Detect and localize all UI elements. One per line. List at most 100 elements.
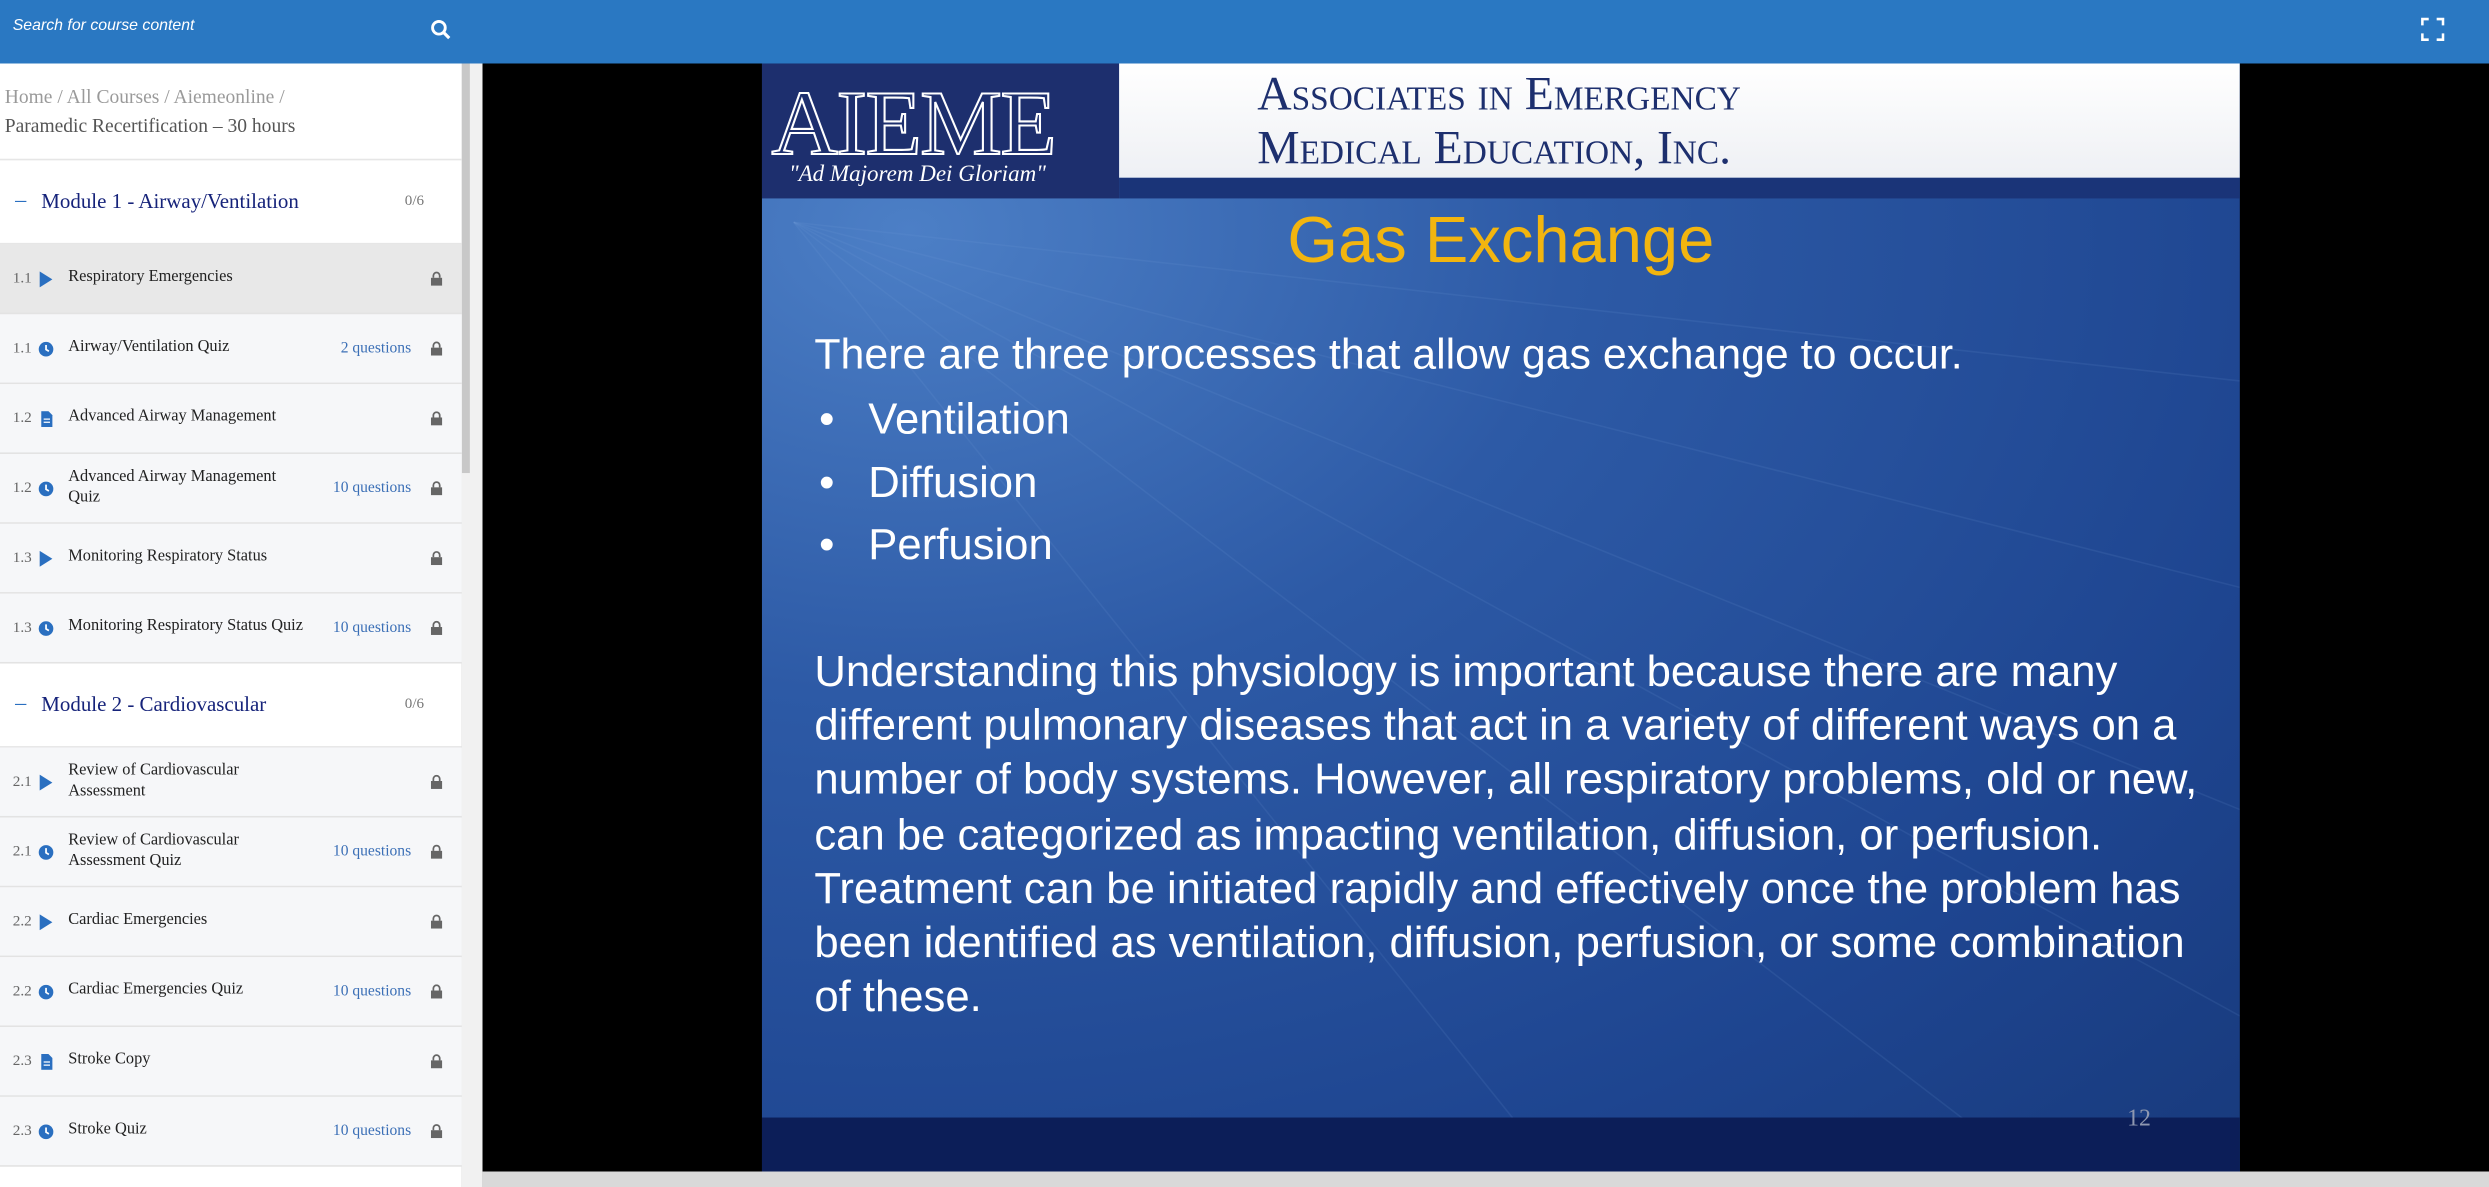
lesson-row[interactable]: 2.3 Stroke Quiz 10 questions <box>0 1096 462 1167</box>
lesson-meta: 2 questions <box>340 339 412 358</box>
lesson-title: Stroke Copy <box>68 1051 151 1069</box>
search-icon[interactable] <box>430 19 451 40</box>
lesson-icon <box>38 1123 68 1139</box>
breadcrumb-trail: Home / All Courses / Aiemeonline / <box>5 83 457 112</box>
lock-icon <box>411 844 462 859</box>
lock-icon <box>411 914 462 929</box>
lock-icon <box>411 481 462 496</box>
lesson-title: Advanced Airway Management Quiz <box>68 468 277 506</box>
lock-icon <box>411 271 462 286</box>
lesson-row[interactable]: 1.3 Monitoring Respiratory Status Quiz 10 … <box>0 593 462 664</box>
lesson-title: Respiratory Emergencies <box>68 268 233 287</box>
module-progress: 0/6 <box>404 696 425 713</box>
bullet-text: Perfusion <box>868 519 1053 569</box>
page-number: 12 <box>2127 1106 2151 1132</box>
header-strip <box>1119 177 2240 199</box>
collapse-toggle: – <box>15 692 27 716</box>
lesson-row[interactable]: 2.1 Review of Cardiovascular Assessment <box>0 747 462 818</box>
bullet-text: Diffusion <box>868 456 1038 506</box>
lesson-title: Cardiac Emergencies <box>68 911 208 930</box>
slide-intro: There are three processes that allow gas… <box>814 330 1963 378</box>
lesson-row[interactable]: 1.2 Advanced Airway Management Quiz 10 que… <box>0 453 462 524</box>
bullet-dot: • <box>819 456 835 506</box>
lesson-title: Airway/Ventilation Quiz <box>68 338 230 356</box>
bullet-item: • Diffusion <box>819 457 1037 508</box>
lesson-row[interactable]: 1.2 Advanced Airway Management <box>0 384 462 454</box>
lesson-title: Advanced Airway Management <box>68 408 277 426</box>
lesson-title: Review of Cardiovascular Assessment Quiz <box>68 831 239 870</box>
lesson-number: 1.1 <box>12 339 32 358</box>
lesson-meta: 10 questions <box>332 479 412 497</box>
lesson-number: 2.1 <box>12 773 32 791</box>
company-name: Associates in Emergency <box>1257 68 1741 121</box>
breadcrumb-link[interactable]: Home <box>4 85 53 108</box>
slide-rays <box>793 221 2240 1172</box>
lock-icon <box>411 774 462 789</box>
logo: AIEME "Ad Majorem Dei Gloriam" <box>761 63 1120 199</box>
lock-icon <box>411 411 462 426</box>
lesson-number: 1.2 <box>12 409 32 428</box>
lesson-icon <box>38 620 68 636</box>
lesson-number: 2.2 <box>12 912 32 931</box>
module-header[interactable]: – Module 1 - Airway/Ventilation 0/6 <box>0 160 462 245</box>
lock-icon <box>411 551 462 566</box>
motto: "Ad Majorem Dei Gloriam" <box>788 161 1046 188</box>
module-header[interactable]: – Module 2 - Cardiovascular 0/6 <box>0 664 462 748</box>
lesson-meta: 10 questions <box>332 842 412 861</box>
lesson-title: Monitoring Respiratory Status Quiz <box>68 617 303 636</box>
lesson-row[interactable]: 2.2 Cardiac Emergencies <box>0 887 462 958</box>
course-sidebar: Home / All Courses / Aiemeonline / Param… <box>0 63 462 1187</box>
lock-icon <box>411 341 462 356</box>
lock-icon <box>411 1054 462 1069</box>
breadcrumb-separator: / <box>279 85 285 108</box>
lesson-title: Review of Cardiovascular Assessment <box>68 761 239 800</box>
module-title: Module 2 - Cardiovascular <box>41 692 267 716</box>
lesson-meta: 10 questions <box>332 1122 412 1140</box>
lesson-title: Stroke Quiz <box>68 1121 147 1139</box>
search-input[interactable]: Search for course content <box>12 17 195 35</box>
lesson-title: Cardiac Emergencies Quiz <box>68 981 244 999</box>
module-list: – Module 1 - Airway/Ventilation 0/6 1.1 Resp… <box>0 160 462 1167</box>
lesson-icon <box>38 480 68 496</box>
lesson-number: 1.2 <box>12 479 32 497</box>
top-bar: Search for course content <box>0 0 2489 64</box>
scroll-thumb[interactable] <box>461 63 470 474</box>
lesson-icon <box>38 340 68 356</box>
lesson-number: 2.2 <box>12 982 32 1001</box>
bullet-item: • Ventilation <box>819 394 1070 445</box>
lesson-icon <box>38 410 68 427</box>
slide-header: Associates in Emergency Medical Educatio… <box>1119 63 2240 178</box>
collapse-toggle: – <box>15 188 27 213</box>
breadcrumb-link[interactable]: Aiemeonline <box>173 85 275 108</box>
lock-icon <box>411 1124 462 1139</box>
lesson-row[interactable]: 1.1 Respiratory Emergencies <box>0 244 462 315</box>
breadcrumb: Home / All Courses / Aiemeonline / Param… <box>0 63 462 161</box>
breadcrumb-current: Paramedic Recertification – 30 hours <box>4 114 296 137</box>
lesson-icon <box>38 913 68 930</box>
lesson-number: 1.3 <box>12 549 32 567</box>
module-progress: 0/6 <box>404 193 425 210</box>
lesson-row[interactable]: 1.1 Airway/Ventilation Quiz 2 questions <box>0 314 462 385</box>
lock-icon <box>411 620 462 635</box>
lesson-number: 1.1 <box>12 269 32 288</box>
scrollbar[interactable] <box>461 63 483 1187</box>
bullet-item: • Perfusion <box>819 520 1053 571</box>
lesson-icon <box>38 1053 68 1070</box>
lesson-row[interactable]: 2.3 Stroke Copy <box>0 1027 462 1097</box>
lesson-icon <box>38 773 68 790</box>
lesson-icon <box>38 844 68 860</box>
company-name: Medical Education, Inc. <box>1257 122 1732 175</box>
fullscreen-icon[interactable] <box>2421 17 2445 41</box>
lesson-row[interactable]: 1.3 Monitoring Respiratory Status <box>0 523 462 594</box>
viewer-toolbar <box>482 1171 2489 1187</box>
bullet-dot: • <box>819 393 835 443</box>
module-title: Module 1 - Airway/Ventilation <box>41 188 299 213</box>
lesson-row[interactable]: 2.2 Cardiac Emergencies Quiz 10 questions <box>0 957 462 1028</box>
lesson-meta: 10 questions <box>332 982 412 1001</box>
lesson-icon <box>38 550 68 566</box>
lesson-row[interactable]: 2.1 Review of Cardiovascular Assessment Q… <box>0 817 462 888</box>
breadcrumb-separator: / <box>164 85 170 108</box>
breadcrumb-link[interactable]: All Courses <box>66 85 160 108</box>
